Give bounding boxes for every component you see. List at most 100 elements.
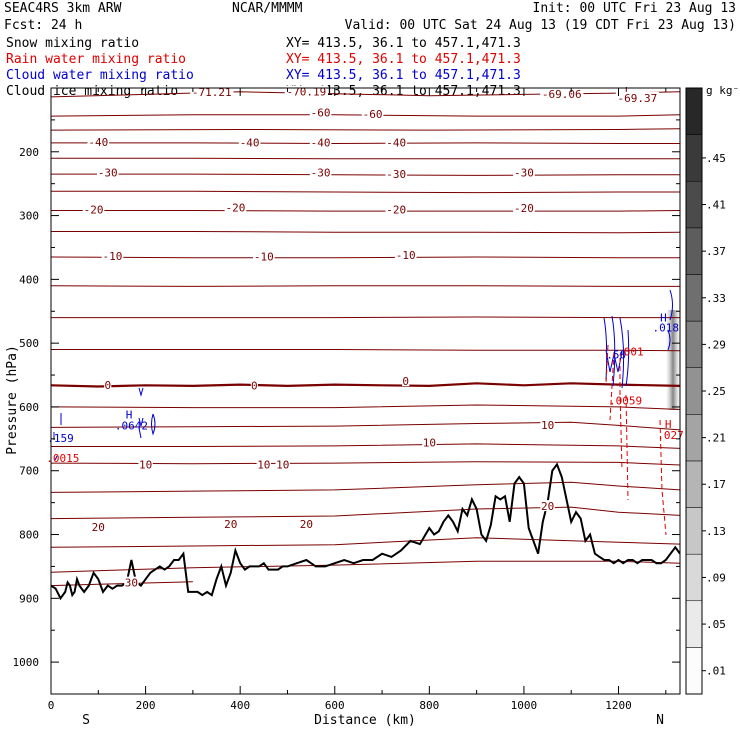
contour-label-bg [540, 419, 555, 431]
contour-label: 10 [541, 419, 554, 432]
contour-label: -30 [386, 168, 406, 181]
contour-label-bg [284, 85, 328, 97]
isotherm-line [51, 382, 680, 388]
x-tick-label: 1000 [511, 699, 538, 712]
contour-label-bg [224, 201, 247, 213]
forecast-hour: Fcst: 24 h [4, 18, 82, 33]
contour-label: 30 [125, 577, 138, 590]
x-tick-label: 0 [48, 699, 55, 712]
contour-label-bg [394, 248, 417, 260]
contour-label-bg [82, 203, 105, 215]
x-tick-label: 800 [419, 699, 439, 712]
y-tick-label: 300 [19, 210, 39, 223]
colorbar-swatch [685, 460, 703, 508]
isotherm-line [51, 349, 680, 352]
south-label: S [82, 713, 90, 728]
y-tick-label: 200 [19, 146, 39, 159]
isotherm-line [51, 537, 680, 548]
isotherm-line [51, 404, 680, 410]
cloud-contours [53, 289, 673, 536]
cloud-value-label: .0015 [46, 452, 79, 465]
cloud-value-label: H [665, 418, 672, 431]
colorbar-label: .37 [706, 245, 726, 258]
contour-label-bg [540, 88, 584, 100]
model-title: SEAC4RS 3km ARW [4, 1, 122, 16]
isotherm-line [51, 91, 680, 98]
y-tick-label: 900 [19, 592, 39, 605]
contour-label-bg [104, 378, 112, 390]
y-tick-label: 600 [19, 401, 39, 414]
colorbar: .01 .05 .09 .13 .17 .21 .25 .29 .33 .37 .41 .45 [685, 87, 726, 695]
x-tick-label: 200 [136, 699, 156, 712]
contour-label-bg [190, 86, 234, 98]
contour-label: -20 [84, 203, 104, 216]
contour-label: -20 [514, 202, 534, 215]
hydrometeor-contour [605, 344, 667, 536]
contour-label-bg [96, 166, 119, 178]
contour-label: -20 [386, 203, 406, 216]
colorbar-label: .21 [706, 432, 726, 445]
x-tick-label: 400 [230, 699, 250, 712]
contour-label: 10 [423, 436, 436, 449]
y-tick-label: 400 [19, 273, 39, 286]
contour-label: -69.06 [542, 88, 582, 101]
colorbar-swatch [685, 227, 703, 275]
contour-label-bg [253, 250, 275, 262]
colorbar-label: .09 [706, 571, 726, 584]
plot-frame [50, 87, 681, 695]
field-name-3: Cloud ice mixing ratio [6, 84, 178, 99]
field-legend: Snow mixing ratio XY= 413.5, 36.1 to 457.… [6, 36, 521, 99]
contour-label: 20 [92, 521, 105, 534]
y-tick-label: 1000 [13, 656, 40, 669]
x-axis-label: Distance (km) [314, 713, 416, 728]
field-xy-1: XY= 413.5, 36.1 to 457.1,471.3 [286, 52, 521, 67]
contour-label-bg [223, 517, 238, 529]
colorbar-label: .01 [706, 665, 726, 678]
contour-label-bg [624, 84, 632, 96]
contour-label: 10 [257, 459, 270, 472]
field-name-1: Rain water mixing ratio [6, 52, 186, 67]
org-title: NCAR/MMMM [232, 1, 303, 16]
contour-label: -40 [386, 136, 406, 149]
contour-label: -71.21 [192, 86, 232, 99]
y-axis-label: Pressure (hPa) [5, 345, 20, 455]
colorbar-swatch [685, 134, 703, 182]
contour-label-bg [275, 458, 290, 470]
contour-label-bg [385, 167, 408, 179]
colorbar-swatch [685, 600, 703, 648]
cloud-value-label: H [126, 408, 133, 421]
isotherm-line [51, 128, 680, 131]
x-tick-label: 600 [325, 699, 345, 712]
contour-label-bg [513, 166, 535, 178]
contour-label-bg [385, 136, 408, 148]
contour-label-bg [402, 375, 410, 387]
isotherm-line [51, 114, 680, 117]
cloud-value-label: .159 [47, 432, 74, 445]
colorbar-label: .41 [706, 199, 726, 212]
contour-label: -40 [88, 136, 108, 149]
colorbar-swatch [685, 87, 703, 135]
contour-label-bg [309, 136, 332, 148]
contour-label-bg [299, 517, 314, 529]
contour-label-bg [138, 458, 153, 470]
init-time: Init: 00 UTC Fri 23 Aug 13 [533, 1, 737, 16]
cloud-value-label: .018 [653, 322, 680, 335]
y-tick-label: 700 [19, 465, 39, 478]
field-name-2: Cloud water mixing ratio [6, 68, 194, 83]
isotherm-line [51, 190, 680, 194]
colorbar-swatch [685, 553, 703, 602]
hydrometeor-contour [603, 315, 630, 389]
contour-label: -30 [514, 166, 534, 179]
isotherm-line [51, 210, 680, 212]
cloud-value-label: .0642 [115, 419, 148, 432]
colorbar-swatch [685, 647, 703, 695]
terrain-profile [51, 462, 680, 601]
hydrometeor-contour [667, 289, 673, 351]
contour-label-bg [615, 91, 660, 103]
hydrometeor-contour [138, 387, 156, 439]
isotherm-line [51, 142, 680, 145]
cloud-value-label: .50 [606, 348, 626, 361]
